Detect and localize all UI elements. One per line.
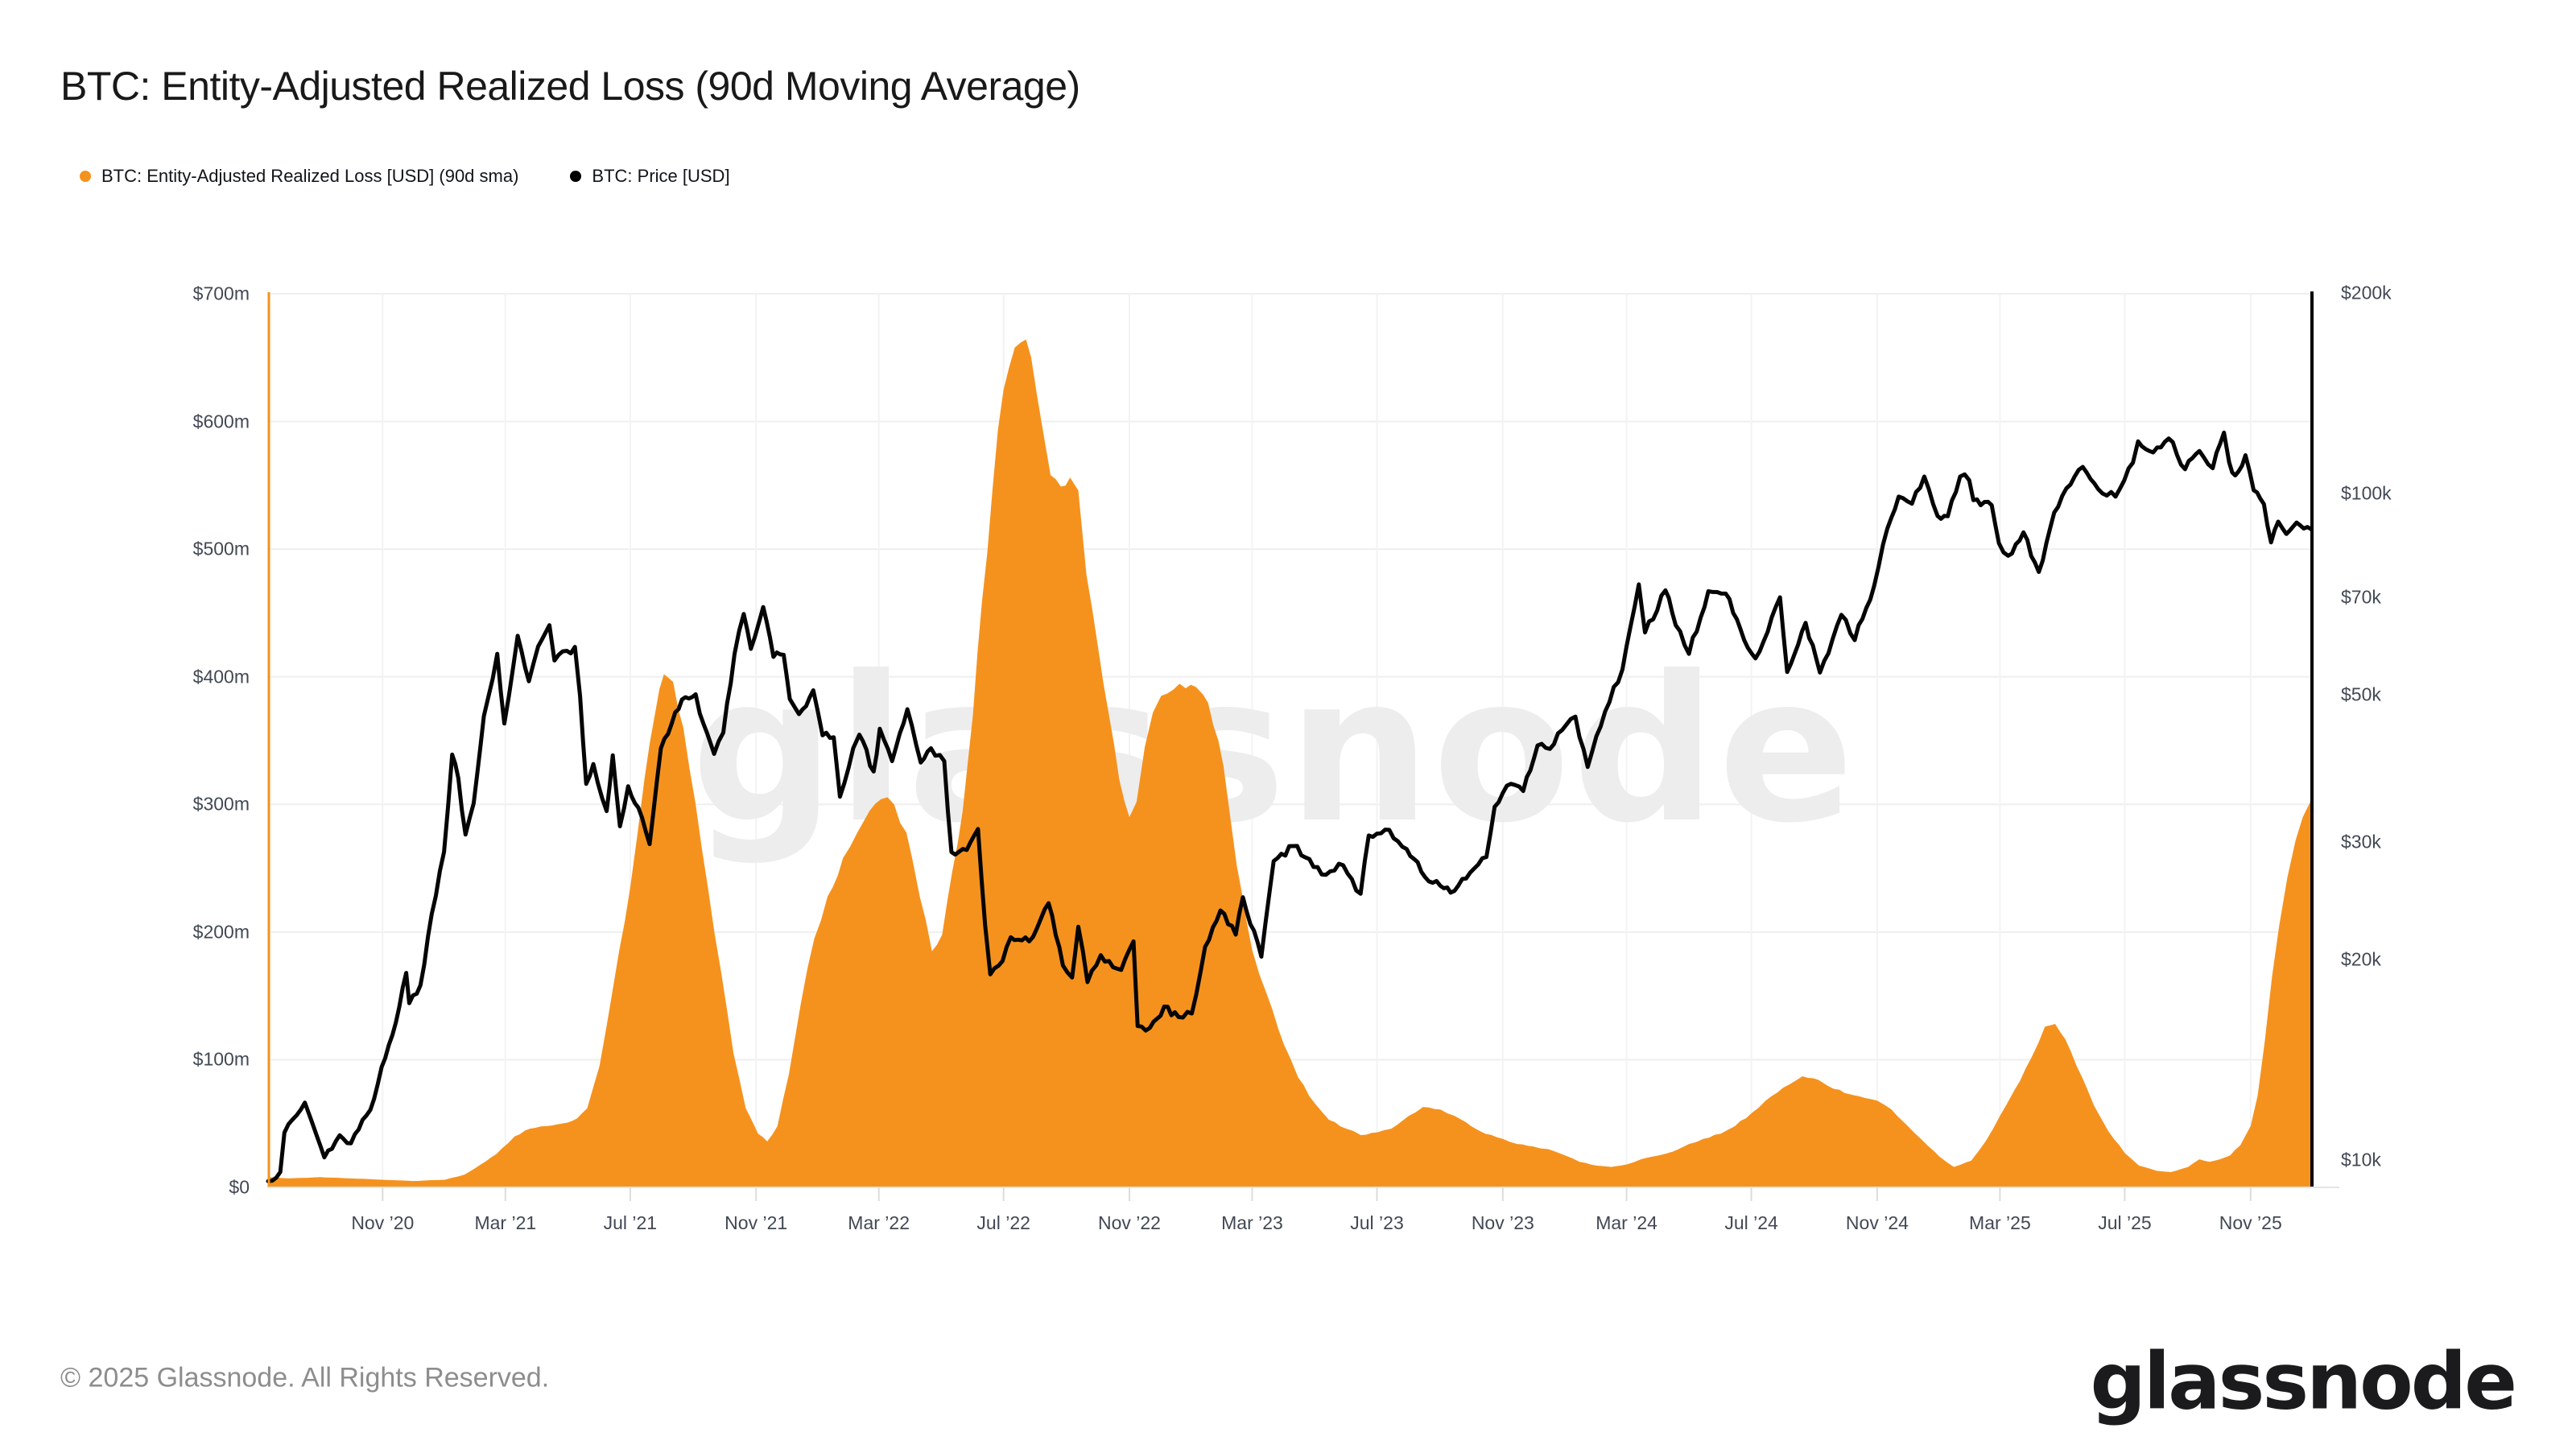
legend-item-realized-loss[interactable]: BTC: Entity-Adjusted Realized Loss [USD]… bbox=[80, 166, 518, 187]
btc-price-line-series bbox=[266, 430, 2314, 1183]
copyright-text: © 2025 Glassnode. All Rights Reserved. bbox=[60, 1362, 550, 1393]
page-title: BTC: Entity-Adjusted Realized Loss (90d … bbox=[60, 64, 1080, 109]
loss-series-swatch-icon bbox=[80, 171, 91, 182]
glassnode-logo: glassnode bbox=[2090, 1335, 2517, 1427]
price-series-swatch-icon bbox=[570, 171, 582, 182]
legend: BTC: Entity-Adjusted Realized Loss [USD]… bbox=[80, 166, 730, 187]
legend-label-price: BTC: Price [USD] bbox=[592, 166, 730, 186]
legend-label-realized-loss: BTC: Entity-Adjusted Realized Loss [USD]… bbox=[101, 166, 519, 186]
realized-loss-area-series bbox=[268, 339, 2312, 1187]
legend-item-price[interactable]: BTC: Price [USD] bbox=[570, 166, 730, 187]
